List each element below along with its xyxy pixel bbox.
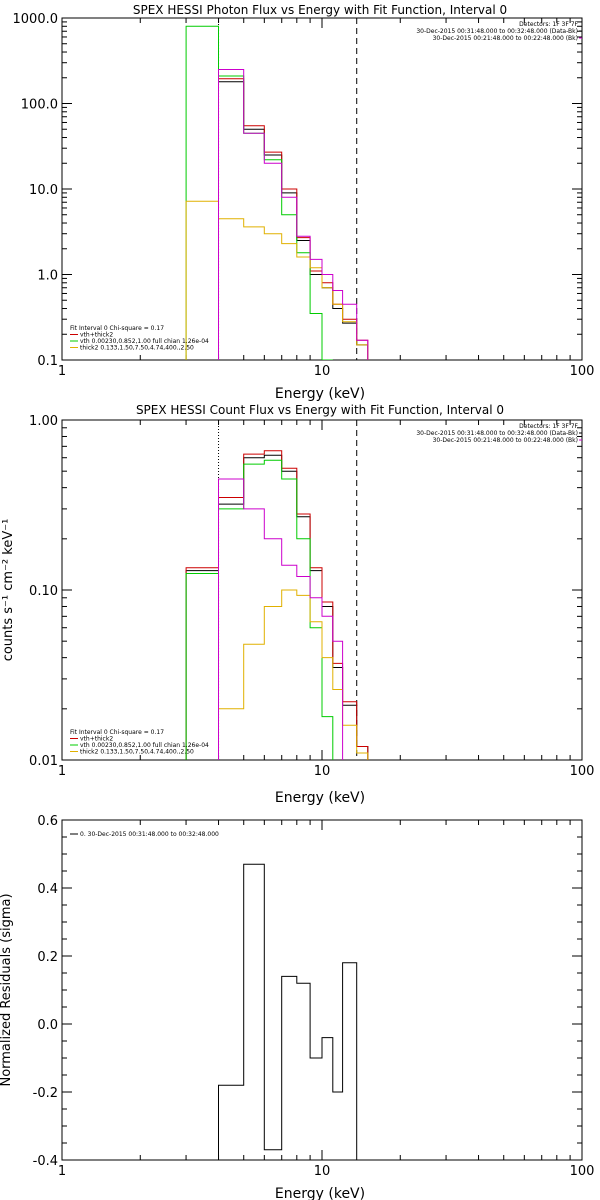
series-line-0 (185, 454, 369, 760)
header-text: Detectors: 1F 3F 7F (519, 423, 578, 430)
legend-text: thick2 0.133,1.50,7.50,4.74,400.,2.50 (80, 749, 194, 756)
series-line-3 (218, 589, 369, 760)
legend-text: vth 0.00230,0.852,1.00 full chian 1.26e-… (80, 742, 209, 749)
y-tick-label: 100.0 (21, 98, 58, 113)
x-tick-label: 100 (570, 364, 595, 379)
series-line-1 (185, 450, 369, 760)
y-tick-label: 0.1 (37, 354, 58, 369)
x-tick-label: 10 (314, 764, 331, 779)
series-line-4 (218, 478, 344, 760)
y-tick-label: 0.4 (37, 882, 58, 897)
header-text: 30-Dec-2015 00:31:48.000 to 00:32:48.000… (416, 28, 578, 35)
chart-title: SPEX HESSI Photon Flux vs Energy with Fi… (133, 3, 507, 17)
residuals-panel: Energy (keV) Normalized Residuals (sigma… (0, 814, 594, 1200)
legend-text: thick2 0.133,1.50,7.50,4.74,400.,2.50 (80, 345, 194, 352)
legend-text: vth+thick2 (80, 736, 113, 743)
series-line-0 (218, 863, 358, 1160)
series-line-1 (218, 78, 369, 360)
series-line-4 (218, 69, 369, 360)
y-tick-label: -0.4 (33, 1154, 58, 1169)
y-axis-label: counts s⁻¹ cm⁻² keV⁻¹ (1, 519, 16, 662)
legend-text: vth+thick2 (80, 332, 113, 339)
legend-text: Fit Interval 0 Chi-square = 0.17 (70, 325, 164, 332)
y-tick-label: 10.0 (29, 183, 58, 198)
photon-flux-panel: SPEX HESSI Photon Flux vs Energy with Fi… (13, 3, 595, 402)
x-tick-label: 1 (58, 764, 66, 779)
y-tick-label: 0.2 (37, 950, 58, 965)
series-group (218, 863, 358, 1160)
header-text: 30-Dec-2015 00:21:48.000 to 00:22:48.000… (433, 437, 578, 444)
y-tick-label: 0.6 (37, 814, 58, 829)
header-text: 30-Dec-2015 00:31:48.000 to 00:32:48.000… (416, 430, 578, 437)
header-text: Detectors: 1F 3F 7F (519, 21, 578, 28)
y-axis-label: Normalized Residuals (sigma) (0, 893, 14, 1086)
series-line-2 (185, 25, 333, 360)
x-axis-label: Energy (keV) (275, 386, 365, 402)
x-tick-label: 100 (570, 764, 595, 779)
y-tick-label: 1000.0 (13, 12, 59, 27)
plot-frame (61, 17, 583, 361)
x-tick-label: 100 (570, 1164, 595, 1179)
x-tick-label: 1 (58, 1164, 66, 1179)
series-line-0 (218, 81, 369, 360)
series-line-2 (185, 459, 334, 760)
y-tick-label: 0.10 (29, 584, 58, 599)
x-tick-label: 10 (314, 1164, 331, 1179)
series-group (185, 25, 369, 360)
y-tick-label: -0.2 (33, 1086, 58, 1101)
legend-text: Fit Interval 0 Chi-square = 0.17 (70, 729, 164, 736)
legend-text: vth 0.00230,0.852,1.00 full chian 1.26e-… (80, 338, 209, 345)
plot-frame (61, 819, 583, 1161)
x-tick-label: 1 (58, 364, 66, 379)
y-tick-label: 0.01 (29, 754, 58, 769)
series-line-3 (185, 200, 369, 360)
x-axis-label: Energy (keV) (275, 790, 365, 806)
series-group (185, 450, 369, 760)
legend-text: 0. 30-Dec-2015 00:31:48.000 to 00:32:48.… (80, 831, 219, 838)
count-flux-panel: SPEX HESSI Count Flux vs Energy with Fit… (1, 403, 594, 806)
y-tick-label: 0.0 (37, 1018, 58, 1033)
y-tick-label: 1.00 (29, 414, 58, 429)
x-axis-label: Energy (keV) (275, 1186, 365, 1200)
x-tick-label: 10 (314, 364, 331, 379)
chart-title: SPEX HESSI Count Flux vs Energy with Fit… (136, 403, 504, 417)
header-text: 30-Dec-2015 00:21:48.000 to 00:22:48.000… (433, 35, 578, 42)
y-tick-label: 1.0 (37, 269, 58, 284)
